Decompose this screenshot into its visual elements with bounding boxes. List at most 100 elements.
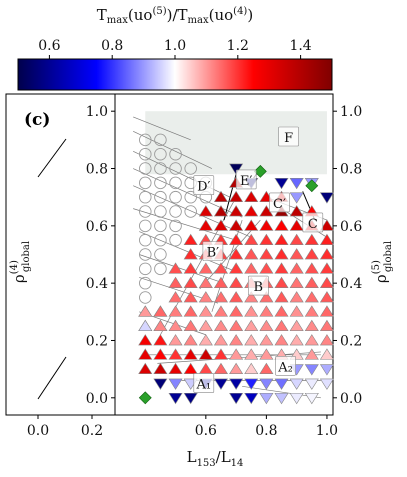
triangle-up-marker	[274, 276, 289, 289]
triangle-down-marker	[259, 392, 274, 405]
circle-marker	[139, 176, 152, 190]
x-tick-label: 0.6	[195, 423, 217, 439]
region-label: E′	[240, 174, 252, 189]
triangle-down-marker	[289, 378, 304, 390]
triangle-up-marker	[274, 219, 289, 231]
triangle-up-marker	[319, 276, 334, 289]
diamond-marker	[138, 391, 152, 405]
circle-marker	[139, 162, 152, 175]
triangle-up-marker	[183, 319, 198, 332]
triangle-down-marker	[289, 177, 304, 190]
diamond-marker	[253, 164, 267, 178]
triangle-down-marker	[229, 392, 244, 405]
triangle-up-marker	[319, 334, 334, 346]
colorbar-ticks: 0.6 0.8 1.0 1.2 1.4	[38, 38, 312, 59]
triangle-up-marker	[198, 334, 213, 346]
triangle-down-marker	[304, 392, 319, 405]
triangle-down-marker	[274, 392, 289, 405]
triangle-up-marker	[229, 190, 244, 203]
triangle-down-marker	[153, 378, 168, 390]
y-tick-label-left: 1.0	[86, 104, 108, 120]
boundary-line	[133, 130, 213, 169]
triangle-up-marker	[213, 305, 229, 317]
region-label-box	[275, 355, 296, 376]
y-tick-label-left: 0.2	[86, 333, 108, 349]
triangle-up-marker	[244, 219, 259, 231]
triangle-up-marker	[138, 319, 153, 332]
triangle-up-marker	[168, 319, 183, 332]
colorbar-tick-label: 0.8	[101, 38, 123, 54]
triangle-up-marker	[198, 276, 213, 289]
triangle-up-marker	[229, 334, 244, 346]
triangle-up-marker	[213, 362, 229, 374]
triangle-up-marker	[289, 205, 304, 217]
triangle-up-marker	[183, 248, 198, 260]
triangle-up-marker	[289, 305, 304, 317]
circle-marker	[154, 176, 167, 190]
triangle-up-marker	[274, 319, 289, 332]
circle-marker	[154, 233, 167, 247]
triangle-up-marker	[304, 348, 319, 360]
colorbar-label: Tmax(uo(5))/Tmax(uo(4))	[97, 6, 253, 26]
x-tick-label: 1.0	[316, 423, 338, 439]
x-tick-label: 0.8	[255, 423, 277, 439]
triangle-up-marker	[183, 291, 198, 303]
circle-marker	[184, 205, 197, 218]
circle-marker	[154, 133, 167, 147]
triangle-up-marker	[244, 205, 259, 217]
triangle-up-marker	[183, 348, 198, 360]
triangle-down-marker	[289, 192, 304, 204]
region-label-box	[302, 212, 324, 233]
diamond-marker	[305, 179, 319, 193]
triangle-up-marker	[229, 219, 244, 231]
inset-line-upper	[37, 138, 67, 178]
circle-marker	[139, 262, 152, 276]
triangle-up-marker	[168, 362, 183, 374]
triangle-up-marker	[244, 233, 259, 246]
region-label-box	[248, 275, 269, 296]
panel-label: (c)	[24, 110, 50, 130]
triangle-down-marker	[289, 392, 304, 405]
triangle-down-marker	[319, 364, 334, 376]
triangle-up-marker	[319, 291, 334, 303]
triangle-up-marker	[259, 319, 274, 332]
triangle-up-marker	[198, 291, 213, 303]
triangle-up-marker	[304, 262, 319, 274]
circle-marker	[169, 233, 182, 247]
circle-marker	[169, 176, 182, 190]
circle-marker	[169, 205, 182, 218]
triangle-up-marker	[319, 233, 334, 246]
triangle-up-marker	[304, 276, 319, 289]
circle-marker	[139, 276, 152, 290]
colorbar	[17, 58, 333, 91]
circle-marker	[154, 248, 167, 261]
main-plot: F D′ E′ C′ C B′ B A₂ A₁	[133, 111, 334, 405]
triangle-up-marker	[274, 291, 289, 303]
triangle-down-marker	[244, 378, 259, 390]
triangle-up-marker	[289, 233, 304, 246]
triangle-up-marker	[244, 334, 259, 346]
y-tick-label-left: 0.4	[86, 276, 108, 292]
region-label-box	[269, 192, 290, 213]
triangle-up-marker	[138, 334, 153, 346]
triangle-up-marker	[213, 205, 229, 217]
circle-marker	[154, 190, 167, 204]
triangle-up-marker	[138, 348, 153, 360]
triangle-up-marker	[319, 305, 334, 317]
colorbar-tick-label: 1.0	[164, 38, 186, 54]
triangle-up-marker	[183, 305, 198, 317]
triangle-up-marker	[229, 276, 244, 289]
triangle-up-marker	[168, 334, 183, 346]
triangle-up-marker	[229, 362, 244, 374]
triangle-up-marker	[274, 334, 289, 346]
triangle-up-marker	[259, 305, 274, 317]
triangle-down-marker	[304, 378, 319, 390]
circle-marker	[139, 190, 152, 204]
triangle-down-marker	[274, 177, 289, 190]
y-label-right: ρ(5)global	[371, 241, 394, 283]
y-tick-label-right: 0.6	[340, 219, 362, 235]
region-label: C	[308, 217, 318, 232]
inset-axis: 0.0 0.2	[27, 94, 116, 439]
triangle-down-marker	[274, 378, 289, 390]
circle-marker	[139, 205, 152, 218]
